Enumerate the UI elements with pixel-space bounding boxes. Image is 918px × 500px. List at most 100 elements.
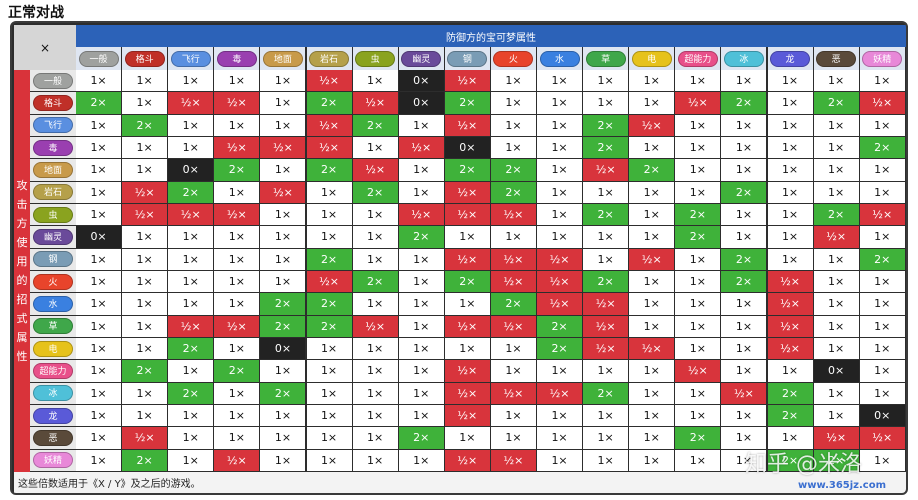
effectiveness-cell: 1×	[306, 427, 352, 449]
effectiveness-cell: 2×	[490, 181, 536, 203]
effectiveness-cell: 1×	[352, 360, 398, 382]
effectiveness-cell: 1×	[721, 70, 767, 92]
effectiveness-cell: 2×	[260, 382, 306, 404]
effectiveness-cell: 2×	[122, 114, 168, 136]
effectiveness-cell: 1×	[76, 114, 122, 136]
attacker-type-10: 水	[30, 293, 76, 315]
effectiveness-cell: 2×	[260, 293, 306, 315]
effectiveness-cell: 1×	[537, 203, 583, 226]
type-label: 格斗	[33, 94, 73, 111]
effectiveness-cell: 1×	[168, 293, 214, 315]
type-label: 地面	[33, 161, 73, 178]
effectiveness-cell: 1×	[260, 114, 306, 136]
effectiveness-cell: ½×	[675, 92, 721, 114]
effectiveness-cell: 1×	[122, 159, 168, 181]
defender-type-13: 超能力	[675, 47, 721, 70]
defender-type-7: 幽灵	[398, 47, 444, 70]
effectiveness-cell: 1×	[352, 337, 398, 360]
effectiveness-cell: 1×	[214, 293, 260, 315]
effectiveness-cell: 2×	[859, 136, 905, 159]
effectiveness-cell: 0×	[398, 92, 444, 114]
effectiveness-cell: 1×	[260, 92, 306, 114]
effectiveness-cell: 2×	[214, 159, 260, 181]
attacker-type-5: 岩石	[30, 181, 76, 203]
effectiveness-cell: 1×	[352, 136, 398, 159]
effectiveness-cell: 1×	[214, 114, 260, 136]
attacker-type-7: 幽灵	[30, 226, 76, 248]
effectiveness-cell: 2×	[306, 315, 352, 337]
type-label: 格斗	[124, 50, 165, 67]
type-label: 龙	[33, 407, 73, 424]
effectiveness-cell: 1×	[813, 337, 859, 360]
effectiveness-cell: 2×	[444, 92, 490, 114]
effectiveness-cell: 2×	[168, 181, 214, 203]
effectiveness-cell: 1×	[629, 226, 675, 248]
effectiveness-cell: ½×	[767, 270, 813, 293]
effectiveness-cell: 2×	[583, 382, 629, 404]
effectiveness-cell: 1×	[767, 159, 813, 181]
effectiveness-cell: ½×	[444, 360, 490, 382]
effectiveness-cell: 2×	[260, 315, 306, 337]
effectiveness-cell: 2×	[214, 360, 260, 382]
attacker-type-4: 地面	[30, 159, 76, 181]
effectiveness-cell: 1×	[490, 226, 536, 248]
attacker-type-16: 恶	[30, 427, 76, 449]
effectiveness-cell: 1×	[583, 449, 629, 471]
effectiveness-cell: 1×	[398, 114, 444, 136]
type-label: 妖精	[862, 50, 903, 67]
effectiveness-cell: 1×	[214, 337, 260, 360]
effectiveness-cell: 1×	[122, 382, 168, 404]
type-label: 一般	[78, 50, 119, 67]
effectiveness-cell: 2×	[168, 337, 214, 360]
effectiveness-cell: 1×	[398, 248, 444, 270]
effectiveness-cell: 1×	[398, 337, 444, 360]
page-title: 正常对战	[8, 5, 64, 21]
effectiveness-cell: ½×	[490, 382, 536, 404]
type-label: 飞行	[170, 50, 211, 67]
defender-type-8: 钢	[444, 47, 490, 70]
effectiveness-cell: 1×	[629, 315, 675, 337]
effectiveness-cell: 2×	[352, 114, 398, 136]
effectiveness-cell: 2×	[306, 159, 352, 181]
effectiveness-cell: 1×	[767, 70, 813, 92]
effectiveness-cell: ½×	[122, 203, 168, 226]
effectiveness-cell: 1×	[260, 404, 306, 427]
effectiveness-cell: 1×	[583, 360, 629, 382]
defender-type-14: 冰	[721, 47, 767, 70]
effectiveness-cell: 1×	[306, 404, 352, 427]
effectiveness-cell: 2×	[675, 226, 721, 248]
effectiveness-cell: 1×	[583, 248, 629, 270]
effectiveness-cell: 1×	[767, 226, 813, 248]
effectiveness-cell: 1×	[859, 270, 905, 293]
effectiveness-cell: 1×	[76, 382, 122, 404]
effectiveness-cell: 1×	[398, 404, 444, 427]
effectiveness-cell: 1×	[214, 270, 260, 293]
type-label: 岩石	[309, 50, 350, 67]
effectiveness-cell: 1×	[767, 181, 813, 203]
corner-cell: ×	[14, 25, 76, 70]
effectiveness-cell: 1×	[767, 248, 813, 270]
effectiveness-cell: 2×	[398, 226, 444, 248]
effectiveness-cell: 1×	[721, 337, 767, 360]
effectiveness-cell: 1×	[859, 449, 905, 471]
effectiveness-cell: ½×	[214, 136, 260, 159]
type-label: 毒	[216, 50, 257, 67]
effectiveness-cell: 1×	[260, 203, 306, 226]
effectiveness-cell: 1×	[537, 181, 583, 203]
effectiveness-cell: 1×	[721, 293, 767, 315]
effectiveness-cell: 1×	[122, 92, 168, 114]
effectiveness-cell: 1×	[629, 92, 675, 114]
attacker-type-14: 冰	[30, 382, 76, 404]
effectiveness-cell: 1×	[398, 159, 444, 181]
type-label: 火	[33, 273, 73, 290]
defender-type-5: 岩石	[306, 47, 352, 70]
effectiveness-cell: 1×	[168, 114, 214, 136]
defender-type-2: 飞行	[168, 47, 214, 70]
attacker-type-11: 草	[30, 315, 76, 337]
defender-type-header: 防御方的宝可梦属性	[76, 25, 906, 47]
attacker-type-9: 火	[30, 270, 76, 293]
effectiveness-cell: ½×	[675, 360, 721, 382]
effectiveness-cell: 1×	[76, 449, 122, 471]
effectiveness-cell: 1×	[490, 360, 536, 382]
effectiveness-cell: 1×	[122, 136, 168, 159]
